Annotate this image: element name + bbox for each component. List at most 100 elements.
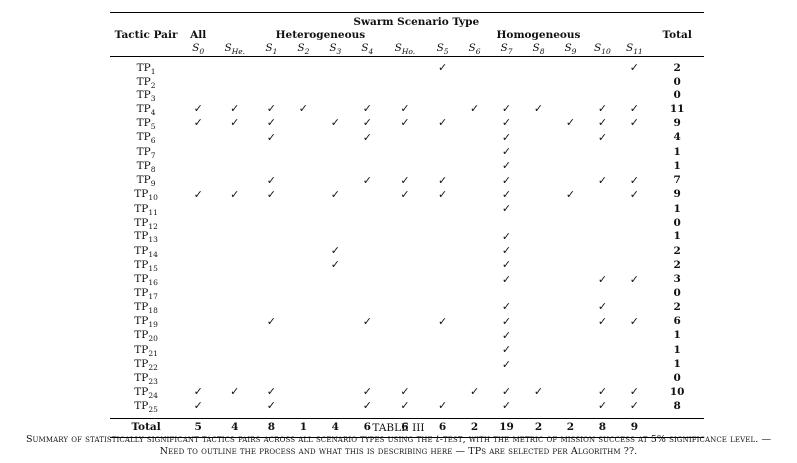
empty-cell [319, 174, 351, 188]
table-row: TP16 ✓ ✓ ✓ 3 [110, 273, 704, 287]
empty-cell [554, 343, 586, 357]
check-icon: ✓ [266, 130, 276, 144]
empty-cell [383, 202, 426, 216]
empty-cell [459, 399, 491, 413]
check-cell: ✓ [586, 385, 618, 399]
row-total: 1 [673, 230, 681, 243]
check-cell: ✓ [351, 102, 383, 116]
empty-cell [255, 273, 287, 287]
empty-cell [459, 300, 491, 314]
empty-cell [383, 76, 426, 89]
empty-cell [182, 89, 214, 102]
empty-cell [523, 329, 555, 343]
tactic-pair-base: TP [136, 145, 151, 158]
tactic-pair-label: TP24 [110, 385, 182, 399]
check-cell: ✓ [618, 116, 650, 130]
empty-cell [618, 244, 650, 258]
empty-cell [383, 258, 426, 272]
check-cell: ✓ [319, 116, 351, 130]
empty-cell [586, 145, 618, 159]
empty-cell [287, 329, 319, 343]
empty-cell [214, 174, 255, 188]
empty-cell [383, 61, 426, 75]
row-total: 1 [673, 358, 681, 371]
check-cell: ✓ [586, 116, 618, 130]
tactic-pair-base: TP [134, 371, 149, 384]
check-icon: ✓ [501, 102, 512, 116]
empty-cell [427, 230, 459, 244]
check-icon: ✓ [362, 314, 372, 328]
table-number: TABLE III [372, 422, 425, 434]
empty-cell [182, 217, 214, 230]
empty-cell [287, 61, 319, 75]
check-icon: ✓ [362, 173, 372, 187]
empty-cell [182, 329, 214, 343]
empty-cell [618, 202, 650, 216]
tactic-pair-base: TP [134, 258, 149, 271]
check-cell: ✓ [618, 61, 650, 75]
empty-cell [383, 131, 426, 145]
check-cell: ✓ [618, 174, 650, 188]
table-row: TP8 ✓ 1 [110, 159, 704, 173]
empty-cell [491, 372, 523, 385]
empty-cell [427, 273, 459, 287]
empty-cell [586, 61, 618, 75]
row-total: 1 [673, 145, 681, 158]
empty-cell [554, 131, 586, 145]
tactic-pair-base: TP [136, 174, 151, 187]
empty-cell [383, 287, 426, 300]
check-cell: ✓ [491, 116, 523, 130]
tactic-pair-label: TP1 [110, 61, 182, 75]
empty-cell [459, 174, 491, 188]
check-cell: ✓ [586, 399, 618, 413]
empty-cell [287, 89, 319, 102]
check-cell: ✓ [491, 329, 523, 343]
empty-cell [427, 244, 459, 258]
empty-cell [319, 358, 351, 372]
column-header-base: S [564, 42, 572, 55]
row-total: 1 [673, 159, 681, 172]
empty-cell [459, 258, 491, 272]
empty-cell [351, 217, 383, 230]
empty-cell [319, 202, 351, 216]
tactic-pair-label: TP22 [110, 358, 182, 372]
empty-cell [182, 358, 214, 372]
results-table: Swarm Scenario Type Tactic Pair All Hete… [110, 12, 704, 438]
empty-cell [182, 61, 214, 75]
table-row: TP7 ✓ 1 [110, 145, 704, 159]
check-icon: ✓ [469, 385, 480, 399]
empty-cell [287, 315, 319, 329]
check-cell: ✓ [491, 300, 523, 314]
column-header-base: S [626, 42, 634, 55]
tactic-pair-base: TP [134, 329, 149, 342]
row-total: 0 [673, 88, 681, 101]
check-cell: ✓ [491, 102, 523, 116]
empty-cell [214, 131, 255, 145]
empty-cell [255, 244, 287, 258]
column-header-base: S [468, 42, 476, 55]
empty-cell [586, 76, 618, 89]
tactic-pair-label: TP8 [110, 159, 182, 173]
check-icon: ✓ [501, 187, 512, 201]
check-cell: ✓ [214, 385, 255, 399]
empty-cell [523, 358, 555, 372]
table-row: TP18 ✓ ✓ 2 [110, 300, 704, 314]
empty-cell [586, 343, 618, 357]
empty-cell [214, 329, 255, 343]
empty-cell [618, 159, 650, 173]
empty-cell [255, 76, 287, 89]
table-row: TP11 ✓ 1 [110, 202, 704, 216]
empty-cell [459, 372, 491, 385]
empty-cell [351, 372, 383, 385]
row-total: 0 [673, 75, 681, 88]
empty-cell [319, 315, 351, 329]
check-cell: ✓ [586, 315, 618, 329]
tactic-pair-sub: 3 [150, 93, 156, 103]
empty-cell [287, 76, 319, 89]
empty-cell [459, 159, 491, 173]
empty-cell [523, 230, 555, 244]
empty-cell [214, 230, 255, 244]
check-cell: ✓ [182, 385, 214, 399]
empty-cell [383, 230, 426, 244]
tactic-pair-label: TP15 [110, 258, 182, 272]
